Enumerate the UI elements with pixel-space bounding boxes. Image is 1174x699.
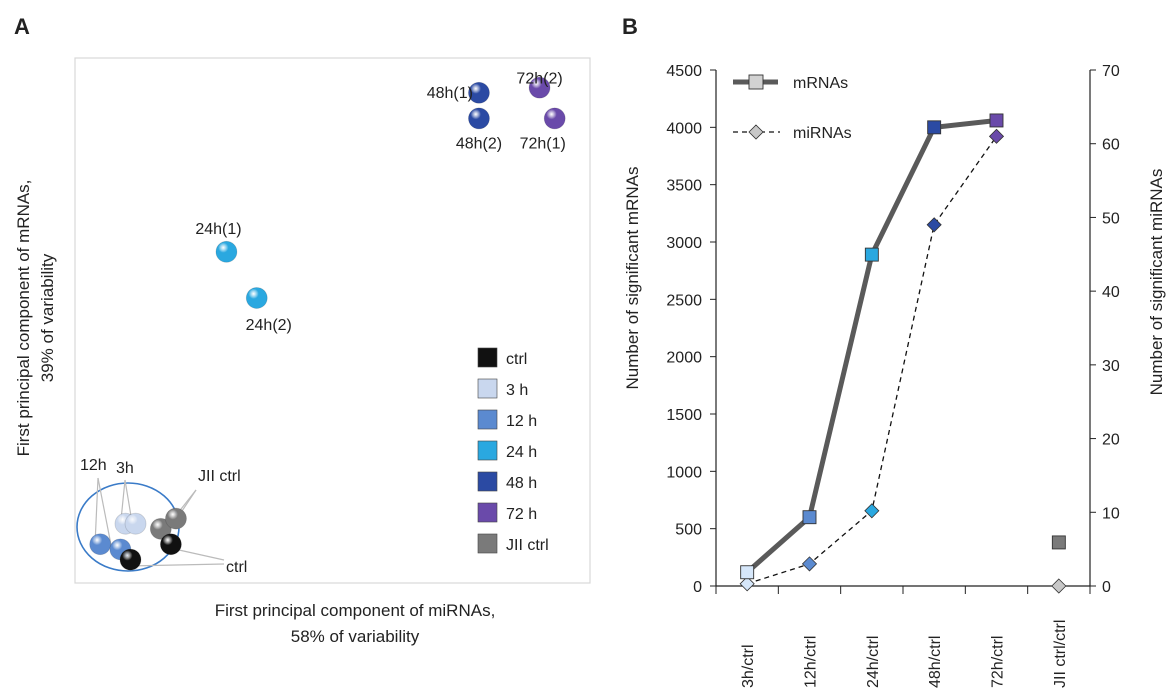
pca-x-axis-title-line2: 58% of variability: [291, 627, 420, 646]
cluster-label-jii-ctrl: JII ctrl: [198, 468, 241, 485]
left-y-tick-label: 4500: [666, 63, 702, 80]
pca-legend-label: 72 h: [506, 506, 537, 523]
mirna-point: [739, 576, 755, 592]
pca-point-24h: [215, 240, 238, 263]
right-y-tick-label: 10: [1102, 505, 1120, 522]
pca-legend-swatch: [477, 440, 498, 461]
pca-legend-label: 3 h: [506, 382, 528, 399]
pca-legend-label: 12 h: [506, 413, 537, 430]
right-y-tick-label: 70: [1102, 63, 1120, 80]
right-y-tick-label: 20: [1102, 432, 1120, 449]
right-y-tick-label: 40: [1102, 284, 1120, 301]
cluster-label-12h: 12h: [80, 457, 107, 474]
left-y-tick-label: 2500: [666, 292, 702, 309]
x-category-label: 72h/ctrl: [990, 636, 1007, 688]
left-y-tick-label: 3000: [666, 235, 702, 252]
pca-point-48h: [468, 81, 490, 104]
pca-point-label: 24h(1): [195, 221, 241, 238]
pca-plot-frame: [74, 57, 591, 584]
pca-point-label: 48h(1): [427, 85, 473, 102]
pca-legend-swatch: [477, 347, 498, 368]
pca-point-jii_ctrl: [149, 517, 172, 540]
mirna-point: [926, 217, 942, 233]
significant-genes-panel: 0 500 1000 1500 2000 2500 3000 3500 4000 4500 0 10 2…: [623, 63, 1166, 688]
legend-mrna-label: mRNAs: [793, 75, 848, 92]
pca-scatter-panel: 12h 3h JII ctrl ctrl 48h(1) 48h(2) 72h(2) 72h(…: [14, 57, 591, 646]
left-y-axis-title: Number of significant mRNAs: [623, 167, 642, 390]
pca-legend: ctrl 3 h 12 h 24 h 48 h 72 h JII ctrl: [477, 347, 549, 554]
right-y-tick-label: 0: [1102, 579, 1111, 596]
legend-mirna-label: miRNAs: [793, 125, 852, 142]
panel-a-letter: A: [14, 14, 30, 39]
mrna-point: [864, 247, 879, 262]
panel-b-letter: B: [622, 14, 638, 39]
pca-legend-label: JII ctrl: [506, 537, 549, 554]
left-y-tick-label: 1000: [666, 464, 702, 481]
pca-point-label: 72h(2): [516, 71, 562, 88]
pca-point-12h: [89, 533, 112, 556]
mirna-point: [988, 128, 1005, 144]
x-category-label: 3h/ctrl: [740, 644, 757, 688]
right-y-tick-label: 60: [1102, 137, 1120, 154]
pca-legend-swatch: [477, 533, 498, 554]
pca-point-ctrl: [159, 533, 182, 556]
pca-y-axis-title-line1: First principal component of mRNAs,: [14, 180, 33, 457]
pca-point-ctrl: [119, 548, 142, 571]
cluster-label-ctrl: ctrl: [226, 559, 247, 576]
pca-legend-swatch: [477, 378, 498, 399]
left-y-tick-label: 0: [693, 579, 702, 596]
pca-point-72h: [528, 76, 551, 99]
left-y-tick-label: 4000: [666, 120, 702, 137]
mrna-point: [740, 565, 755, 580]
pca-point-label: 72h(1): [520, 135, 566, 152]
mrna-point: [802, 510, 817, 525]
pca-point-label: 24h(2): [246, 317, 292, 334]
x-category-label: 12h/ctrl: [803, 636, 820, 688]
pca-point-jii_ctrl: [165, 507, 187, 530]
mrna-point: [1051, 535, 1066, 550]
pca-point-3h: [124, 512, 147, 535]
left-y-tick-label: 3500: [666, 178, 702, 195]
left-y-tick-label: 2000: [666, 350, 702, 367]
x-category-label: JII ctrl/ctrl: [1052, 620, 1069, 688]
mirna-point: [864, 503, 880, 519]
pca-point-48h: [468, 107, 490, 130]
mirna-point: [1051, 578, 1067, 594]
right-y-tick-label: 30: [1102, 358, 1120, 375]
pca-point-label: 48h(2): [456, 135, 502, 152]
legend-mrna-marker: [748, 74, 764, 90]
pca-legend-label: 24 h: [506, 444, 537, 461]
mirna-point: [801, 556, 818, 572]
x-category-label: 48h/ctrl: [927, 636, 944, 688]
legend-mirna-marker: [748, 124, 764, 140]
right-y-tick-label: 50: [1102, 210, 1120, 227]
line-legend: mRNAs miRNAs: [733, 74, 852, 142]
leader-12h-a: [94, 477, 99, 546]
leader-ctrl-b: [127, 563, 225, 567]
pca-point-72h: [543, 107, 566, 130]
pca-legend-label: 48 h: [506, 475, 537, 492]
x-category-label: 24h/ctrl: [865, 636, 882, 688]
pca-point-24h: [245, 287, 268, 309]
pca-legend-swatch: [477, 409, 498, 430]
leader-12h-b: [97, 477, 113, 551]
pca-legend-label: ctrl: [506, 351, 527, 368]
left-y-tick-label: 1500: [666, 407, 702, 424]
mrna-point: [989, 113, 1004, 128]
right-y-axis-title: Number of significant miRNAs: [1147, 169, 1166, 396]
left-y-tick-label: 500: [675, 522, 702, 539]
pca-legend-swatch: [477, 502, 498, 523]
mrna-point: [927, 120, 942, 135]
cluster-label-3h: 3h: [116, 460, 134, 477]
pca-x-axis-title-line1: First principal component of miRNAs,: [215, 601, 496, 620]
pca-y-axis-title-line2: 39% of variability: [38, 253, 57, 382]
pca-legend-swatch: [477, 471, 498, 492]
